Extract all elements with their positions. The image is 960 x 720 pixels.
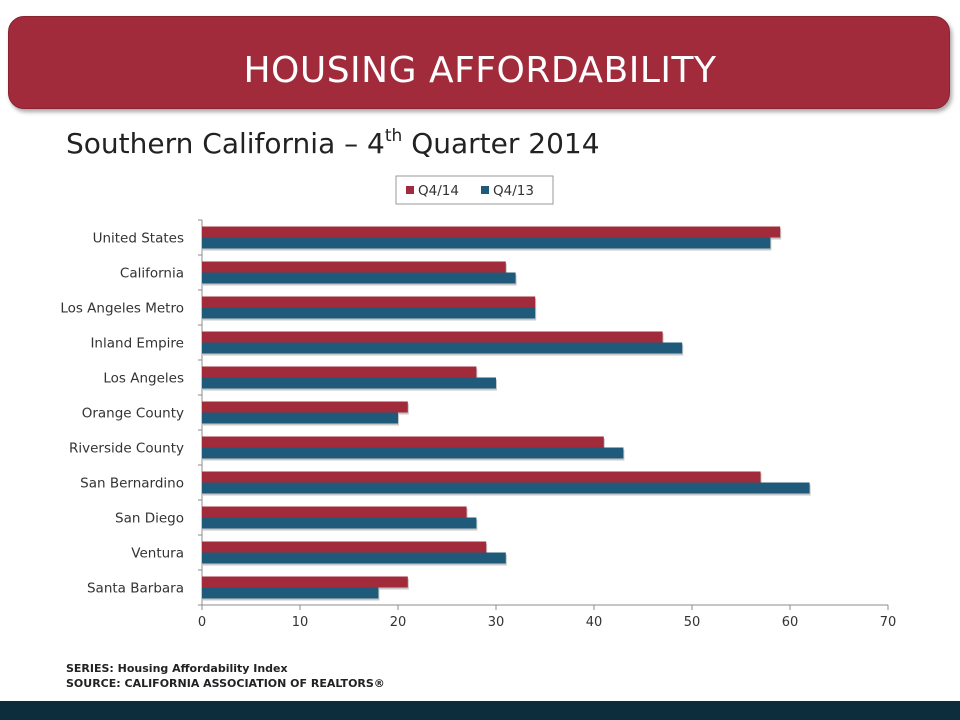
category-label: Riverside County — [69, 441, 184, 457]
category-label: San Diego — [115, 511, 184, 527]
x-tick-label: 30 — [488, 615, 505, 630]
x-tick-label: 20 — [390, 615, 407, 630]
bar-q4-13 — [202, 412, 398, 424]
category-label: Inland Empire — [90, 336, 184, 352]
bar-q4-14 — [202, 296, 536, 308]
legend-swatch — [481, 186, 489, 194]
category-label: Orange County — [82, 406, 184, 422]
bar-q4-13 — [202, 552, 506, 564]
bar-q4-14 — [202, 401, 408, 413]
bar-chart: 0 10 20 30 40 50 60 70 United States California Lo… — [60, 175, 897, 630]
subtitle-end: Quarter 2014 — [402, 127, 600, 160]
category-label: California — [120, 266, 184, 282]
category-label: Santa Barbara — [87, 581, 184, 597]
bar-q4-13 — [202, 307, 536, 319]
x-tick-label: 10 — [292, 615, 309, 630]
bar-q4-14 — [202, 541, 487, 553]
bar-q4-14 — [202, 331, 663, 343]
category-label: Los Angeles — [103, 371, 184, 387]
category-label: Los Angeles Metro — [60, 301, 184, 317]
footer-bar — [0, 701, 960, 720]
bar-q4-13 — [202, 587, 379, 599]
bar-q4-13 — [202, 237, 771, 249]
bar-q4-14 — [202, 471, 761, 483]
bar-q4-14 — [202, 366, 477, 378]
legend-label: Q4/13 — [493, 183, 534, 199]
page-title: HOUSING AFFORDABILITY — [243, 50, 717, 91]
legend-label: Q4/14 — [418, 183, 459, 199]
bar-q4-14 — [202, 226, 781, 238]
subtitle-superscript: th — [384, 126, 403, 146]
bar-q4-13 — [202, 517, 477, 529]
bar-q4-14 — [202, 576, 408, 588]
bar-q4-13 — [202, 447, 624, 459]
bar-q4-14 — [202, 436, 604, 448]
x-tick-label: 70 — [880, 615, 897, 630]
legend-swatch — [406, 186, 414, 194]
category-label: Ventura — [131, 546, 184, 562]
category-label: United States — [93, 231, 184, 247]
subtitle-main: Southern California – 4 — [66, 127, 385, 160]
x-tick-label: 0 — [198, 615, 206, 630]
bar-q4-13 — [202, 482, 810, 494]
footer-notes: SERIES: Housing Affordability Index SOUR… — [66, 661, 385, 691]
source-note: SOURCE: CALIFORNIA ASSOCIATION OF REALTO… — [66, 677, 385, 690]
title-banner: HOUSING AFFORDABILITY — [8, 16, 950, 109]
x-tick-label: 50 — [684, 615, 701, 630]
x-tick-label: 60 — [782, 615, 799, 630]
bar-q4-13 — [202, 272, 516, 284]
bar-q4-13 — [202, 342, 683, 354]
series-note: SERIES: Housing Affordability Index — [66, 662, 288, 675]
bar-q4-14 — [202, 261, 506, 273]
bar-q4-14 — [202, 506, 467, 518]
chart-subtitle: Southern California – 4th Quarter 2014 — [66, 126, 600, 160]
x-tick-label: 40 — [586, 615, 603, 630]
bar-q4-13 — [202, 377, 496, 389]
legend-box — [395, 175, 554, 205]
category-label: San Bernardino — [80, 476, 184, 492]
